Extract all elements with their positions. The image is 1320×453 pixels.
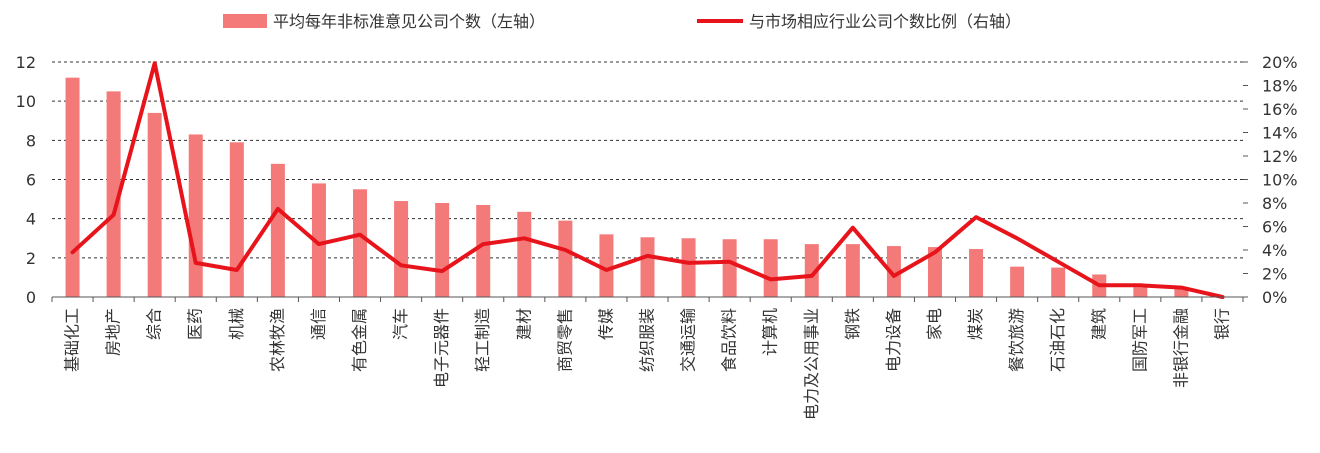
bar bbox=[722, 239, 737, 297]
category-label: 有色金属 bbox=[350, 308, 369, 372]
right-tick-label: 14% bbox=[1262, 124, 1298, 143]
bar bbox=[558, 220, 573, 297]
bar bbox=[763, 239, 778, 297]
bar bbox=[270, 163, 285, 297]
right-tick-label: 6% bbox=[1262, 218, 1287, 237]
bar bbox=[147, 112, 162, 298]
category-label: 纺织服装 bbox=[638, 308, 657, 372]
bar bbox=[1010, 266, 1025, 297]
bar bbox=[188, 134, 203, 297]
category-label: 医药 bbox=[186, 308, 205, 340]
category-label: 电力设备 bbox=[884, 308, 903, 372]
category-label: 房地产 bbox=[104, 308, 123, 356]
category-label: 综合 bbox=[145, 308, 164, 340]
legend-line-label: 与市场相应行业公司个数比例（右轴） bbox=[749, 12, 1021, 31]
left-tick-label: 10 bbox=[16, 92, 36, 111]
right-tick-label: 16% bbox=[1262, 100, 1298, 119]
left-axis: 0 2 4 6 8 10 12 bbox=[16, 53, 36, 307]
bar bbox=[845, 244, 860, 297]
left-tick-label: 0 bbox=[26, 288, 36, 307]
category-label: 石油石化 bbox=[1048, 308, 1067, 372]
legend-bar-label: 平均每年非标准意见公司个数（左轴） bbox=[273, 12, 545, 31]
series-line bbox=[70, 61, 1225, 299]
left-tick-label: 6 bbox=[26, 171, 36, 190]
right-tick-label: 4% bbox=[1262, 241, 1287, 260]
category-label: 建材 bbox=[514, 308, 533, 340]
category-label: 轻工制造 bbox=[473, 308, 492, 372]
category-label: 食品饮料 bbox=[720, 308, 739, 372]
left-tick-label: 4 bbox=[26, 210, 36, 229]
category-label: 非银行金融 bbox=[1171, 308, 1190, 388]
right-tick-label: 8% bbox=[1262, 194, 1287, 213]
bar-series bbox=[65, 77, 1189, 298]
bar bbox=[1174, 287, 1189, 297]
category-label: 传媒 bbox=[596, 308, 615, 340]
bar bbox=[640, 237, 655, 297]
right-tick-label: 20% bbox=[1262, 53, 1298, 72]
category-label: 银行 bbox=[1212, 308, 1231, 340]
right-tick-label: 18% bbox=[1262, 77, 1298, 96]
category-label: 钢铁 bbox=[843, 308, 862, 340]
right-tick-label: 0% bbox=[1262, 288, 1287, 307]
category-label: 汽车 bbox=[391, 308, 410, 340]
category-label: 电子元器件 bbox=[432, 308, 451, 388]
bar bbox=[353, 189, 368, 297]
left-tick-label: 8 bbox=[26, 131, 36, 150]
bar bbox=[969, 249, 984, 297]
bar bbox=[599, 234, 614, 297]
category-label: 家电 bbox=[925, 308, 944, 340]
category-label: 基础化工 bbox=[63, 308, 82, 372]
gridlines bbox=[52, 61, 1243, 259]
category-label: 通信 bbox=[309, 308, 328, 340]
line-series bbox=[70, 61, 1225, 299]
legend: 平均每年非标准意见公司个数（左轴） 与市场相应行业公司个数比例（右轴） bbox=[223, 12, 1021, 31]
bar bbox=[394, 201, 409, 297]
category-label: 农林牧渔 bbox=[268, 308, 287, 372]
bar bbox=[1051, 267, 1066, 297]
bar bbox=[927, 247, 942, 297]
right-axis: 0% 2% 4% 6% 8% 10% 12% 14% 16% 18% 20% bbox=[1243, 53, 1298, 307]
bar bbox=[1133, 287, 1148, 297]
bar bbox=[517, 211, 532, 297]
category-label: 电力及公用事业 bbox=[802, 308, 821, 420]
bar bbox=[229, 142, 244, 297]
bar bbox=[886, 246, 901, 297]
bar bbox=[476, 204, 491, 297]
right-tick-label: 12% bbox=[1262, 147, 1298, 166]
bar bbox=[65, 77, 80, 298]
bar bbox=[311, 183, 326, 297]
bar bbox=[106, 91, 121, 297]
legend-bar-swatch bbox=[223, 14, 267, 28]
category-label: 建筑 bbox=[1089, 308, 1108, 340]
bar bbox=[804, 244, 819, 297]
bar bbox=[681, 238, 696, 297]
left-tick-label: 12 bbox=[16, 53, 36, 72]
category-label: 煤炭 bbox=[966, 308, 985, 340]
left-tick-label: 2 bbox=[26, 249, 36, 268]
category-label: 计算机 bbox=[761, 308, 780, 356]
category-label: 商贸零售 bbox=[555, 308, 574, 372]
category-label: 机械 bbox=[227, 308, 246, 340]
category-label: 国防军工 bbox=[1130, 308, 1149, 372]
category-label: 餐饮旅游 bbox=[1007, 308, 1026, 372]
right-tick-label: 2% bbox=[1262, 265, 1287, 284]
category-label: 交通运输 bbox=[679, 308, 698, 372]
bar bbox=[435, 203, 450, 297]
x-axis: 基础化工 房地产 综合 医药 机械 农林牧渔 通信 有色金属 汽车 电子元器件 轻工制造 建材 商贸零售… bbox=[51, 296, 1244, 420]
right-tick-label: 10% bbox=[1262, 171, 1298, 190]
